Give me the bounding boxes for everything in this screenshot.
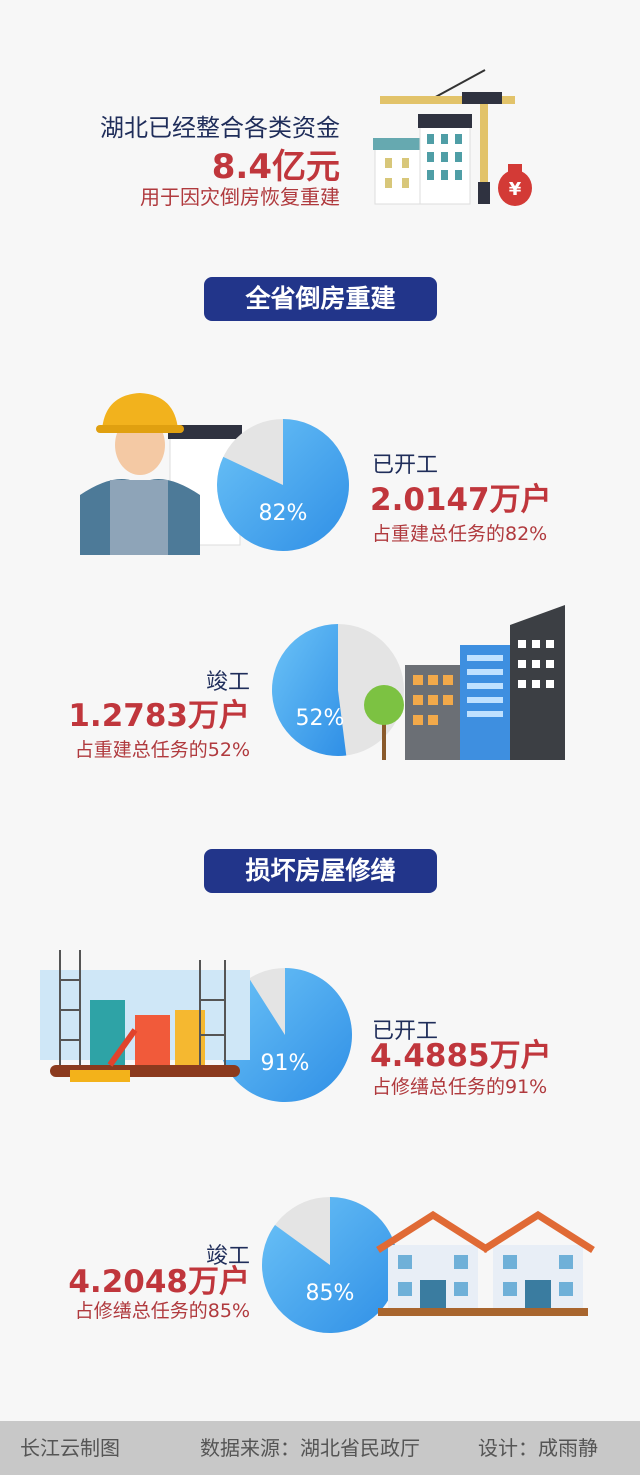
stat3-note: 占修缮总任务的91% bbox=[372, 1076, 548, 1098]
pie-percent-label: 91% bbox=[261, 1051, 310, 1076]
stat1-value: 2.0147万户 bbox=[370, 482, 552, 518]
stat4-value: 4.2048万户 bbox=[68, 1264, 250, 1300]
section-title-repair: 损坏房屋修缮 bbox=[204, 849, 437, 893]
intro-line1: 湖北已经整合各类资金 bbox=[100, 114, 340, 142]
yen-icon: ¥ bbox=[509, 179, 522, 200]
footer: 长江云制图 数据来源：湖北省民政厅 设计：成雨静 bbox=[0, 1421, 640, 1475]
stat1-note: 占重建总任务的82% bbox=[372, 523, 548, 545]
city-buildings-illustration bbox=[364, 605, 565, 760]
stat1-label: 已开工 bbox=[372, 453, 439, 478]
worker-illustration bbox=[80, 393, 242, 555]
stat4-note: 占修缮总任务的85% bbox=[74, 1300, 250, 1322]
pie-value-slice bbox=[218, 968, 353, 1102]
footer-source: 数据来源：湖北省民政厅 bbox=[200, 1436, 420, 1460]
intro-amount: 8.4亿元 bbox=[211, 147, 340, 187]
pie-value-slice bbox=[217, 419, 349, 551]
stat3-label: 已开工 bbox=[372, 1019, 439, 1044]
houses-illustration bbox=[376, 1210, 588, 1320]
footer-brand: 长江云制图 bbox=[20, 1436, 120, 1460]
stat2-label: 竣工 bbox=[205, 670, 250, 695]
section-title-rebuild: 全省倒房重建 bbox=[204, 277, 437, 321]
intro-line3: 用于因灾倒房恢复重建 bbox=[140, 185, 340, 209]
footer-design: 设计：成雨静 bbox=[478, 1436, 598, 1460]
stat3-value: 4.4885万户 bbox=[370, 1038, 552, 1074]
pie-value-slice bbox=[262, 1197, 398, 1333]
stat2-note: 占重建总任务的52% bbox=[74, 739, 250, 761]
construction-site-illustration bbox=[40, 950, 250, 1082]
pie-percent-label: 85% bbox=[306, 1281, 355, 1306]
pie-percent-label: 52% bbox=[296, 706, 345, 731]
crane-buildings-illustration: ¥ bbox=[373, 69, 532, 206]
stat4-label: 竣工 bbox=[205, 1244, 250, 1269]
stat2-value: 1.2783万户 bbox=[68, 698, 250, 734]
pie-value-slice bbox=[271, 624, 347, 756]
pie-percent-label: 82% bbox=[259, 501, 308, 526]
